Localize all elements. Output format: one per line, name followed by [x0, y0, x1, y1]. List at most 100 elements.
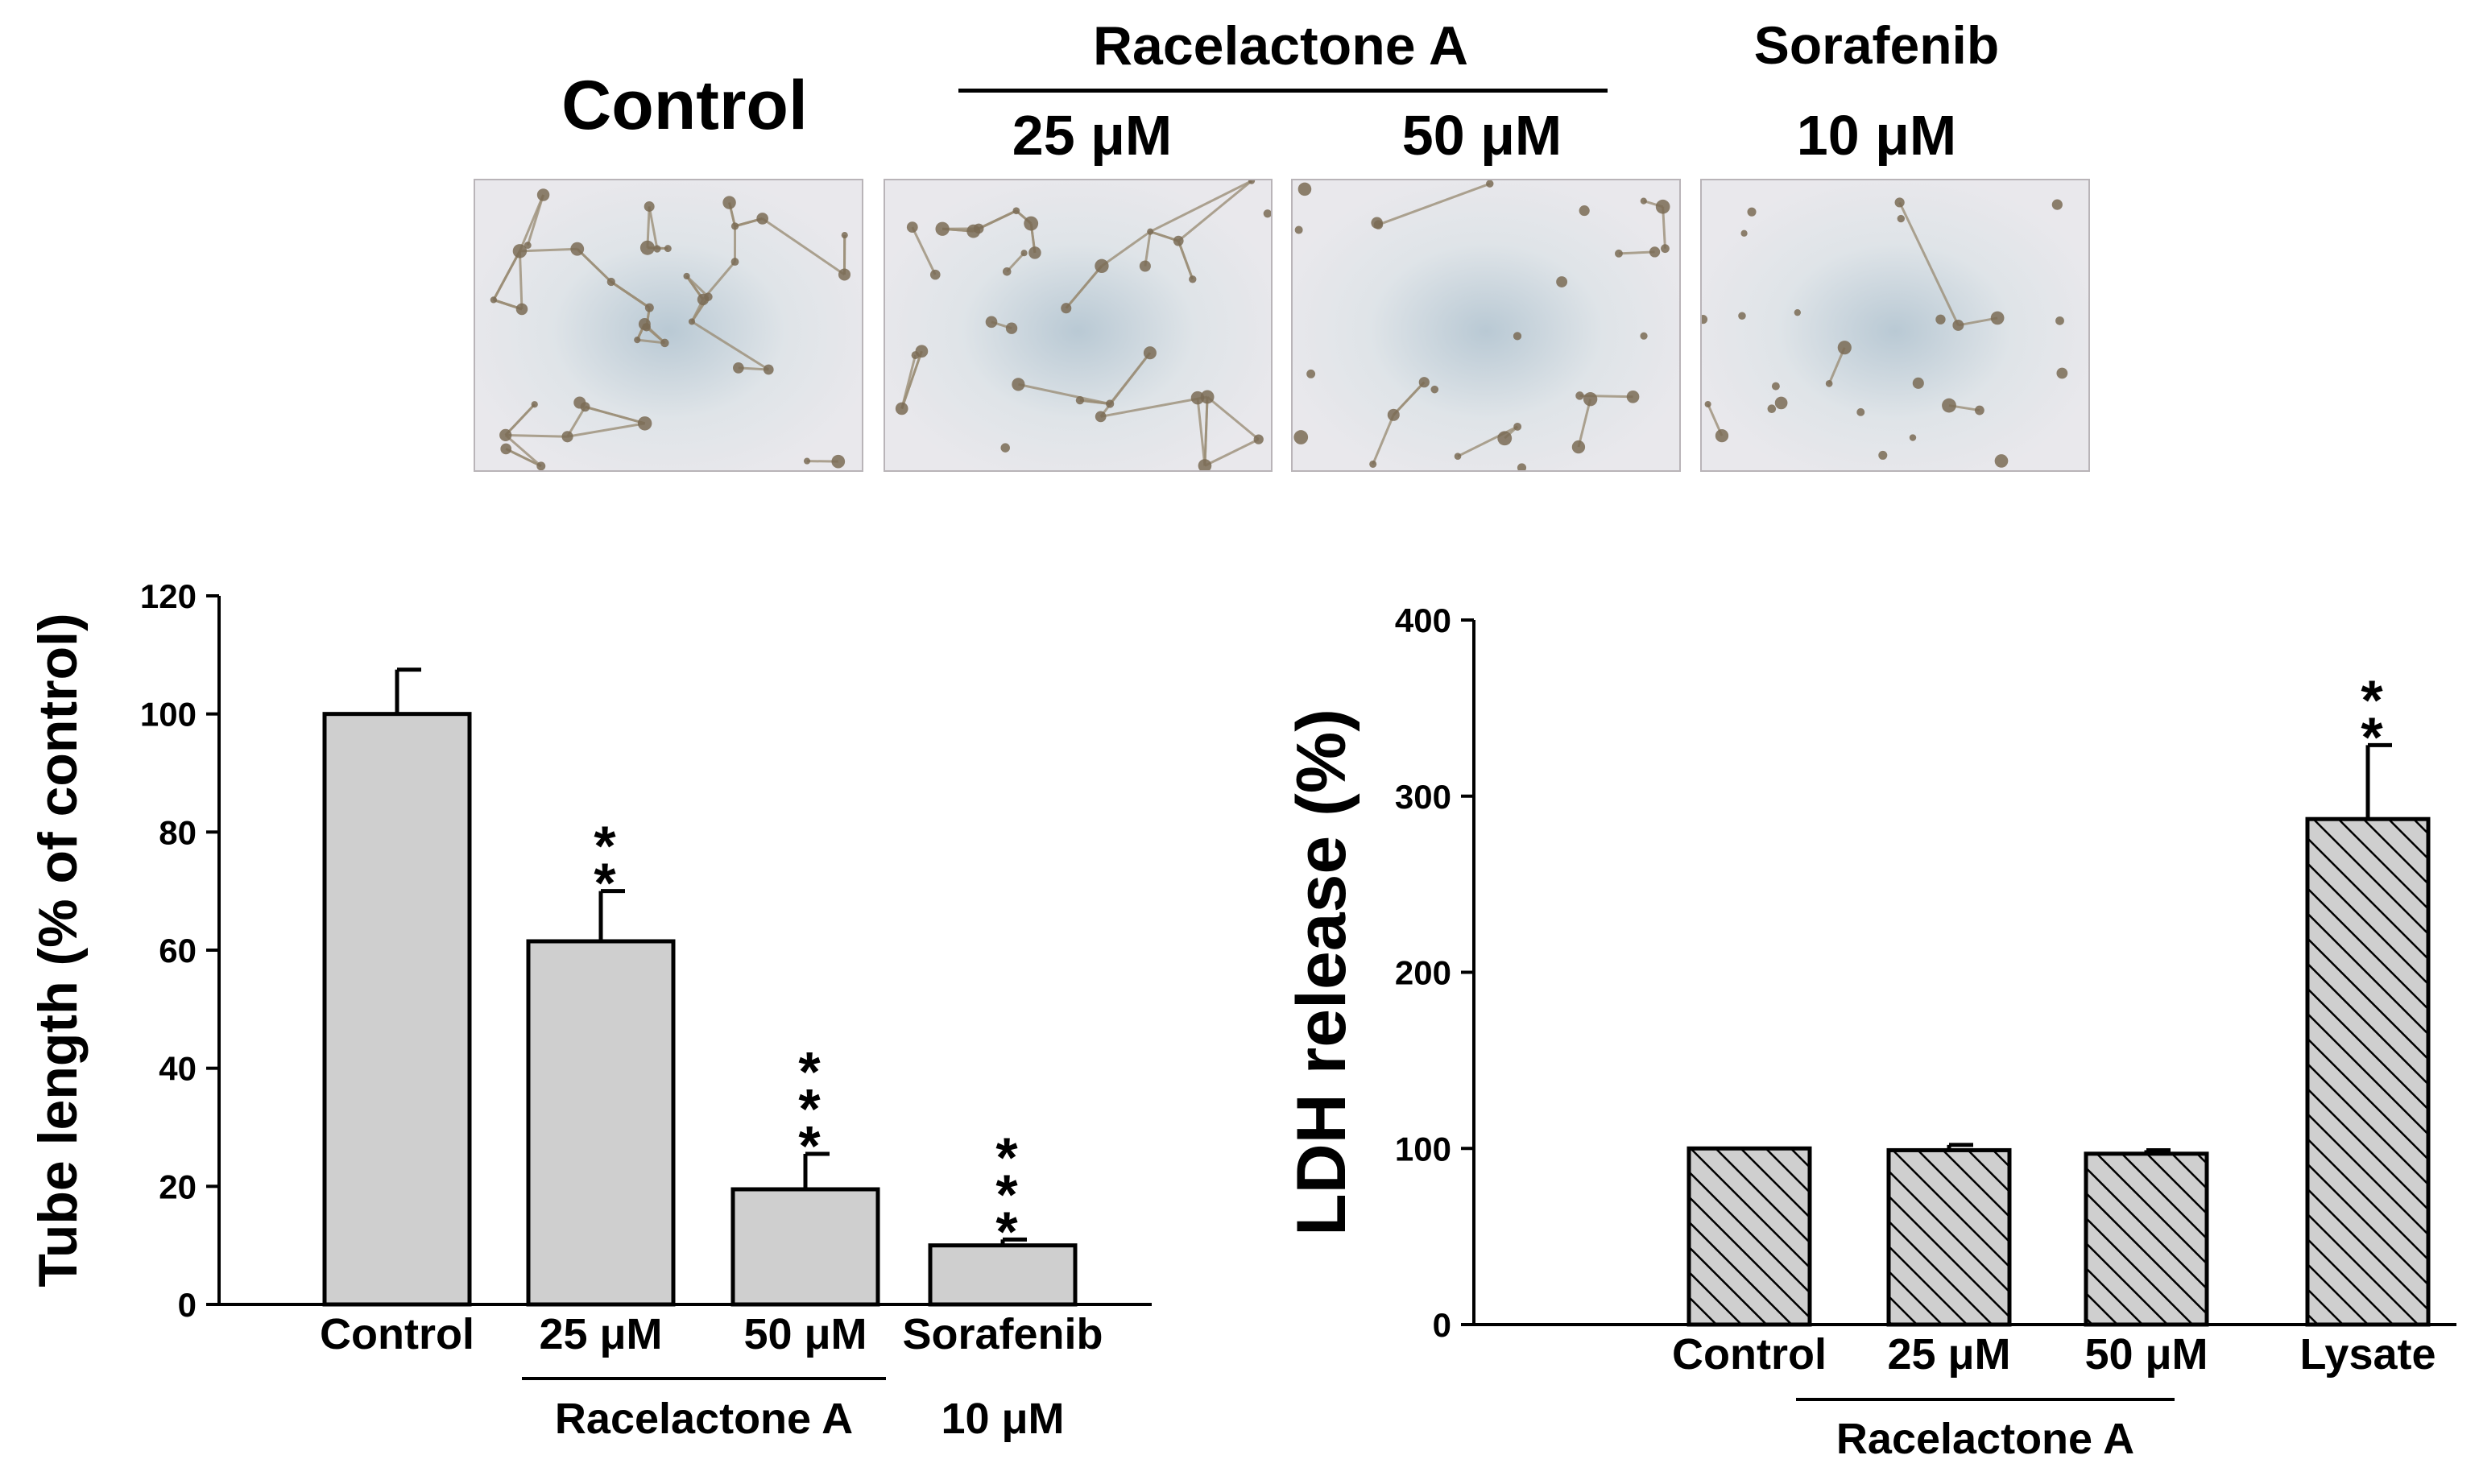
tube-segment: [505, 433, 568, 438]
cell-cluster: [1200, 390, 1215, 404]
cell-cluster: [1640, 332, 1648, 340]
tube-segment: [1203, 396, 1209, 466]
cell-cluster: [653, 245, 661, 253]
cell-cluster: [688, 318, 696, 325]
cell-cluster: [756, 213, 768, 225]
tube-segment: [761, 217, 846, 276]
bar: [730, 1187, 880, 1307]
cell-cluster: [1774, 396, 1788, 410]
cell-cluster: [906, 221, 918, 234]
cell-cluster: [1002, 267, 1012, 276]
cell-cluster: [683, 272, 690, 280]
cell-cluster: [704, 292, 713, 301]
micrograph-background: [1702, 180, 2088, 470]
header-dose-25: 25 μM: [1012, 104, 1173, 167]
cell-cluster: [1147, 228, 1154, 235]
cell-cluster: [524, 242, 532, 250]
cell-cluster: [803, 457, 811, 465]
header-control-label: Control: [561, 67, 808, 144]
micrograph-racelactone-25: [884, 179, 1273, 472]
cell-cluster: [531, 401, 538, 408]
cell-cluster: [1293, 430, 1309, 444]
tube-segment: [492, 250, 521, 301]
cell-cluster: [1990, 311, 2005, 325]
y-axis-label: LDH release (%): [1283, 709, 1360, 1236]
cell-cluster: [1294, 225, 1303, 234]
cell-cluster: [1909, 434, 1917, 441]
y-tick-label: 20: [159, 1168, 197, 1205]
cell-cluster: [1517, 463, 1527, 470]
bar: [2305, 816, 2431, 1327]
cell-cluster: [1794, 308, 1801, 316]
cell-cluster: [570, 242, 585, 256]
tube-segment: [1100, 395, 1208, 418]
cell-cluster: [1061, 303, 1072, 314]
tube-segment: [518, 250, 524, 309]
cell-cluster: [1139, 260, 1151, 272]
y-tick-label: 80: [159, 813, 197, 851]
cell-cluster: [1767, 404, 1777, 413]
cell-cluster: [730, 258, 739, 267]
cell-cluster: [664, 245, 672, 253]
tube-segment: [1393, 381, 1426, 416]
tube-segment: [1577, 399, 1592, 448]
cell-cluster: [606, 277, 615, 287]
cell-cluster: [1012, 207, 1020, 215]
tube-segment: [691, 320, 770, 371]
micrograph-background: [475, 180, 862, 470]
tube-segment: [504, 403, 536, 436]
cell-cluster: [733, 362, 744, 374]
cell-cluster: [573, 396, 586, 409]
cell-cluster: [1020, 250, 1028, 257]
tube-segment: [1372, 414, 1395, 465]
cell-cluster: [1028, 246, 1041, 259]
bar: [928, 1243, 1078, 1307]
cell-cluster: [1738, 312, 1746, 320]
cell-cluster: [1935, 314, 1946, 324]
significance-star: *: [995, 1163, 1018, 1226]
micrograph-sorafenib-10: [1700, 179, 2090, 472]
cell-cluster: [1418, 377, 1430, 388]
tube-segment: [1149, 180, 1252, 234]
significance-star: *: [798, 1040, 821, 1103]
cell-cluster: [499, 428, 512, 442]
cell-cluster: [1615, 249, 1623, 258]
tube-segment: [1204, 438, 1260, 467]
cell-cluster: [1837, 341, 1852, 355]
y-tick-label: 100: [1395, 1130, 1451, 1168]
tube-segment: [1177, 240, 1194, 280]
cell-cluster: [1248, 180, 1256, 184]
tube-segment: [1018, 382, 1111, 406]
cell-cluster: [895, 402, 908, 415]
y-axis-label: Tube length (% of control): [27, 613, 89, 1287]
cell-cluster: [1095, 411, 1107, 423]
cell-cluster: [1005, 322, 1018, 334]
cell-cluster: [1297, 182, 1312, 196]
cell-cluster: [2051, 199, 2063, 210]
cell-cluster: [1661, 244, 1670, 254]
micrograph-control: [474, 179, 863, 472]
cell-cluster: [831, 454, 846, 469]
cell-cluster: [1974, 405, 1984, 415]
cell-cluster: [1371, 217, 1383, 229]
cell-cluster: [1369, 460, 1377, 468]
cell-cluster: [644, 303, 654, 312]
cell-cluster: [2055, 316, 2064, 325]
x-tick-label: Control: [320, 1310, 474, 1358]
tube-segment: [1898, 201, 1960, 326]
tube-segment: [1457, 425, 1518, 458]
x-tick-label: 25 μM: [1887, 1330, 2010, 1379]
significance-star: *: [798, 1114, 821, 1177]
tube-segment: [1618, 250, 1655, 255]
x-tick-label: Lysate: [2299, 1330, 2436, 1379]
tube-length-chart: 0 20 40 60 80 100 120 Tube length (% of control…: [27, 577, 1152, 1443]
cell-cluster: [1571, 440, 1586, 454]
cell-cluster: [1095, 258, 1109, 274]
cell-cluster: [1649, 246, 1661, 258]
cell-cluster: [1454, 453, 1462, 461]
cell-cluster: [1497, 431, 1513, 446]
tube-segment: [1377, 182, 1491, 226]
cell-cluster: [637, 416, 652, 431]
cell-cluster: [515, 303, 528, 316]
cell-cluster: [1024, 216, 1039, 231]
